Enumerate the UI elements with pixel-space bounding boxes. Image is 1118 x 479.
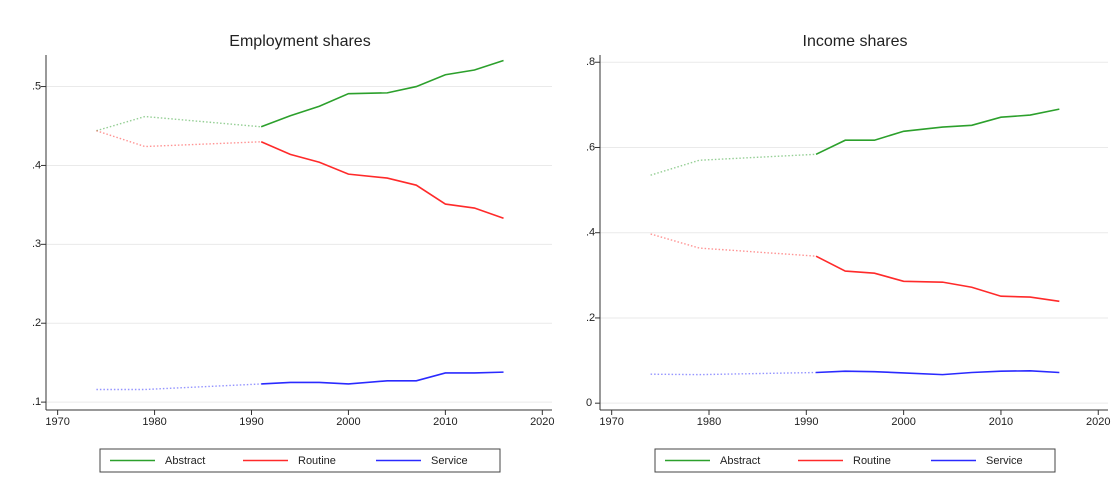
x-tick-label: 1990 [794,416,818,428]
y-tick-label: .8 [586,56,595,68]
chart-title: Employment shares [229,33,370,50]
y-tick-label: .2 [586,312,595,324]
y-tick-label: .6 [586,141,595,153]
series-line [816,369,1060,376]
y-tick-label: .5 [32,80,41,92]
chart-title: Income shares [803,33,908,50]
legend-label: Routine [853,455,891,467]
legend-box [654,448,1056,473]
series-line-dotted [650,371,817,376]
x-tick-label: 2020 [530,416,554,428]
x-tick-label: 2000 [336,416,360,428]
x-tick-label: 2020 [1086,416,1110,428]
x-tick-label: 1970 [599,416,623,428]
series-line [815,108,1060,156]
legend-label: Routine [298,455,336,467]
x-tick-label: 2000 [891,416,915,428]
y-tick-label: 0 [586,397,592,409]
x-tick-label: 1980 [697,416,721,428]
series-line [815,255,1060,303]
y-tick-label: .1 [32,396,41,408]
series-line [260,59,504,128]
legend-label: Service [431,455,468,467]
x-tick-label: 2010 [433,416,457,428]
legend-box [99,448,501,473]
x-tick-label: 2010 [989,416,1013,428]
legend-label: Abstract [720,455,760,467]
y-tick-label: .3 [32,238,41,250]
series-line [261,371,504,385]
x-tick-label: 1970 [45,416,69,428]
series-line [260,141,504,220]
x-tick-label: 1980 [142,416,166,428]
x-tick-label: 1990 [239,416,263,428]
legend-label: Service [986,455,1023,467]
y-tick-label: .2 [32,317,41,329]
y-tick-label: .4 [586,227,595,239]
series-line-dotted [96,383,262,391]
legend-label: Abstract [165,455,205,467]
y-tick-label: .4 [32,159,41,171]
